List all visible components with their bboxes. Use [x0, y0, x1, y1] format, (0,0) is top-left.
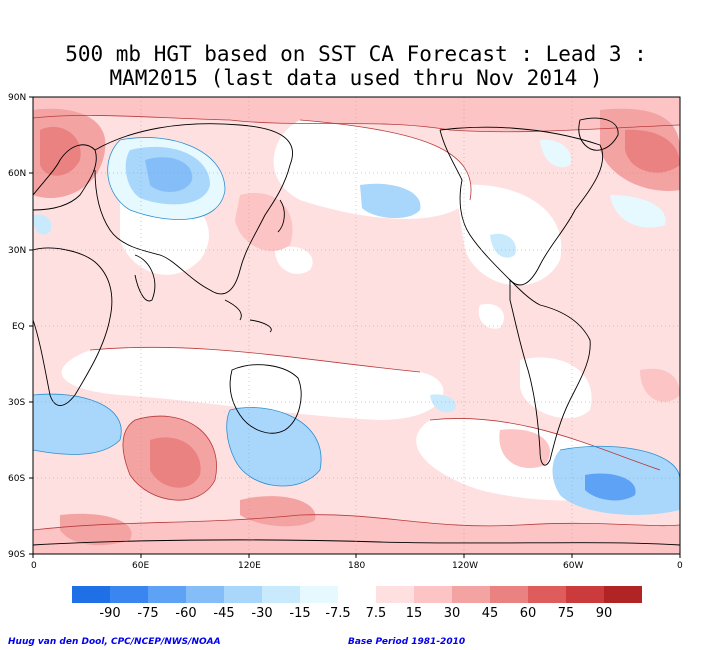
neutral-region: [520, 357, 592, 419]
neutral-region: [275, 246, 313, 274]
colorbar-label: 75: [558, 606, 575, 621]
colorbar-swatch: [300, 586, 338, 603]
colorbar-swatch: [414, 586, 452, 603]
positive-anomaly: [240, 496, 316, 527]
lon-label-60w: 60W: [563, 561, 583, 571]
colorbar-swatch: [224, 586, 262, 603]
negative-anomaly: [490, 233, 516, 258]
neutral-region: [61, 347, 444, 420]
arctic-band: [33, 97, 680, 132]
colorbar-label: -30: [251, 606, 272, 621]
colorbar-swatch: [376, 586, 414, 603]
colorbar-label: -90: [99, 606, 120, 621]
positive-anomaly: [60, 513, 132, 546]
lon-label-60e: 60E: [132, 561, 149, 571]
colorbar-swatch: [452, 586, 490, 603]
colorbar-swatch: [566, 586, 604, 603]
lat-label-30n: 30N: [8, 246, 26, 256]
colorbar-swatch: [604, 586, 642, 603]
neutral-region: [273, 120, 472, 219]
credit-author: Huug van den Dool, CPC/NCEP/NWS/NOAA: [8, 637, 221, 647]
colorbar-label: 7.5: [366, 606, 387, 621]
negative-anomaly: [540, 139, 571, 168]
lon-label-120w: 120W: [452, 561, 478, 571]
lat-label-30s: 30S: [8, 398, 25, 408]
lon-label-0-end: 0: [677, 561, 683, 571]
lon-label-180: 180: [348, 561, 365, 571]
colorbar-swatch: [148, 586, 186, 603]
lat-label-90n: 90N: [8, 93, 26, 103]
lon-label-0: 0: [31, 561, 37, 571]
credit-base-period: Base Period 1981-2010: [348, 637, 466, 647]
negative-anomaly: [145, 157, 193, 192]
colorbar-swatch: [338, 586, 376, 603]
map-title-line1: 500 mb HGT based on SST CA Forecast : Le…: [65, 42, 647, 66]
colorbar-label: -60: [175, 606, 196, 621]
positive-anomaly: [40, 126, 81, 176]
negative-anomaly: [610, 195, 666, 228]
lon-label-120e: 120E: [238, 561, 261, 571]
colorbar: -90 -75 -60 -45 -30 -15 -7.5 7.5 15 30 45 60 75 90: [72, 586, 642, 621]
colorbar-swatch: [110, 586, 148, 603]
colorbar-swatch: [528, 586, 566, 603]
grid-lines: [33, 97, 680, 554]
colorbar-swatch: [72, 586, 110, 603]
colorbar-label: -75: [137, 606, 158, 621]
contour-lines: [33, 115, 680, 531]
lat-label-eq: EQ: [12, 322, 25, 332]
negative-contours: [33, 137, 680, 487]
negative-anomaly: [226, 407, 322, 487]
colorbar-label: -45: [213, 606, 234, 621]
negative-anomaly: [430, 394, 456, 413]
colorbar-label: 15: [406, 606, 423, 621]
colorbar-label: 45: [482, 606, 499, 621]
lat-label-90s: 90S: [8, 550, 25, 560]
lat-label-60s: 60S: [8, 474, 25, 484]
negative-anomaly: [360, 183, 421, 219]
colorbar-label: 60: [520, 606, 537, 621]
antarctic-band: [33, 514, 680, 554]
positive-anomaly: [499, 429, 550, 469]
tick-marks: [29, 96, 681, 558]
positive-anomaly: [625, 129, 680, 173]
anomaly-field: [33, 97, 680, 554]
colorbar-swatch: [490, 586, 528, 603]
positive-anomaly: [235, 193, 293, 251]
positive-anomaly: [150, 437, 201, 488]
neutral-region: [478, 304, 504, 329]
colorbar-swatch: [262, 586, 300, 603]
coastlines: [33, 117, 680, 546]
colorbar-swatch: [186, 586, 224, 603]
lat-label-60n: 60N: [8, 169, 26, 179]
negative-anomaly: [33, 214, 52, 235]
colorbar-label: 90: [596, 606, 613, 621]
neutral-region: [455, 184, 562, 286]
positive-anomaly: [640, 368, 680, 402]
negative-anomaly: [33, 394, 122, 455]
negative-anomaly: [585, 473, 636, 501]
colorbar-label: -15: [289, 606, 310, 621]
map-title-line2: MAM2015 (last data used thru Nov 2014 ): [109, 66, 603, 90]
colorbar-label: -7.5: [325, 606, 350, 621]
colorbar-label: 30: [444, 606, 461, 621]
